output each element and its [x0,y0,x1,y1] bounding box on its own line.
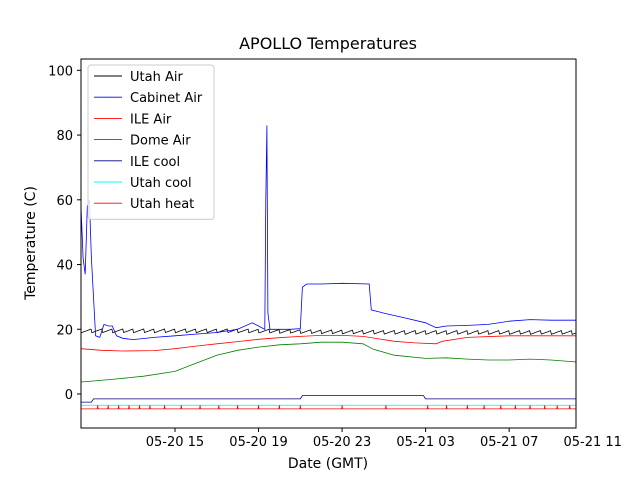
series-line-utah-heat [81,405,576,410]
y-tick-label: 100 [48,64,73,79]
series-line-ile-air [81,335,576,352]
legend-label-cabinet-air: Cabinet Air [130,91,203,106]
plot-frame [80,58,577,429]
y-tick-label: 40 [56,259,73,274]
chart-title: APOLLO Temperatures [239,34,417,53]
legend-label-dome-air: Dome Air [130,134,191,149]
x-axis-label: Date (GMT) [288,456,368,472]
series-line-cabinet-air [81,125,576,341]
y-tick-label: 60 [56,194,73,209]
legend-label-ile-cool: ILE cool [130,155,180,170]
series-line-ile-cool [81,395,576,403]
y-tick-label: 80 [56,129,73,144]
legend-label-utah-heat: Utah heat [130,197,194,212]
x-tick-label: 05-20 19 [229,435,287,450]
x-tick-label: 05-20 15 [146,435,204,450]
y-tick-label: 20 [56,323,73,338]
y-tick-label: 0 [65,388,73,403]
legend-label-utah-cool: Utah cool [130,176,192,191]
x-tick-label: 05-21 03 [396,435,454,450]
series-line-dome-air [81,341,576,383]
legend-label-utah-air: Utah Air [130,70,183,85]
series-line-utah-air [81,328,576,335]
legend-box [87,64,215,220]
x-tick-label: 05-20 23 [313,435,371,450]
x-tick-label: 05-21 11 [563,435,621,450]
legend: Utah Air Cabinet Air ILE Air Dome Air ILE co… [87,64,215,220]
legend-label-ile-air: ILE Air [130,112,172,127]
y-axis-label: Temperature (C) [23,186,39,301]
x-tick-label: 05-21 07 [480,435,538,450]
